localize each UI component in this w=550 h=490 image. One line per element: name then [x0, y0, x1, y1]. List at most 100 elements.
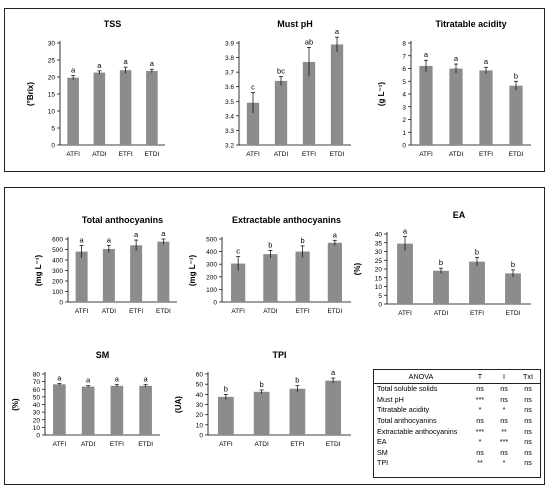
x-tick-label: ETDI: [156, 308, 171, 315]
y-tick-label: 30: [33, 410, 41, 417]
anova-row-label: TPI: [377, 458, 389, 468]
significance-letter: a: [80, 235, 85, 244]
bar: [130, 245, 143, 302]
significance-letter: c: [251, 83, 255, 92]
y-tick-label: 60: [196, 372, 204, 379]
significance-letter: a: [107, 235, 112, 244]
y-tick-label: 500: [52, 247, 63, 254]
bar: [302, 61, 316, 145]
bar: [119, 70, 132, 145]
anova-header-row: ANOVA T I TxI: [374, 370, 540, 384]
bar: [330, 44, 344, 146]
y-tick-label: 15: [375, 275, 383, 282]
chart-title: EA: [453, 210, 466, 220]
y-tick-label: 0: [199, 433, 203, 440]
significance-letter: a: [333, 230, 338, 239]
y-tick-label: 25: [375, 258, 383, 265]
y-tick-label: 0: [36, 433, 40, 440]
y-tick-label: 25: [48, 58, 56, 65]
bar: [433, 270, 449, 304]
chart-title: Total anthocyanins: [82, 215, 163, 225]
significance-letter: b: [511, 260, 515, 269]
table-row: EA * *** ns: [374, 437, 540, 448]
table-row: Must pH *** ns ns: [374, 395, 540, 406]
significance-letter: b: [514, 71, 518, 80]
y-tick-label: 6: [402, 66, 406, 73]
x-tick-label: ETFI: [296, 308, 310, 315]
x-tick-label: ATDI: [254, 441, 269, 448]
y-tick-label: 3.4: [225, 113, 234, 120]
significance-letter: a: [424, 50, 429, 59]
anova-row-label: Total soluble solids: [377, 384, 438, 394]
bar: [449, 68, 463, 145]
anova-cell-i: ns: [500, 416, 508, 426]
y-tick-label: 20: [196, 412, 204, 419]
anova-table: ANOVA T I TxI Total soluble solids ns ns ns…: [373, 369, 541, 478]
x-tick-label: ATDI: [102, 308, 117, 315]
significance-letter: a: [150, 59, 155, 68]
bar: [139, 385, 152, 435]
bar: [157, 241, 170, 302]
y-tick-label: 400: [52, 258, 63, 265]
x-tick-label: ETFI: [479, 151, 493, 158]
anova-cell-txi: ns: [524, 437, 532, 447]
bar: [246, 102, 260, 145]
x-tick-label: ETDI: [509, 151, 524, 158]
bar: [419, 65, 433, 145]
chart-title: Titratable acidity: [435, 19, 506, 29]
x-tick-label: ATDI: [274, 151, 289, 158]
x-tick-label: ETFI: [290, 441, 304, 448]
anova-row-label: EA: [377, 437, 387, 447]
bar: [263, 254, 278, 302]
x-tick-label: ATFI: [219, 441, 233, 448]
x-tick-label: ETDI: [144, 151, 159, 158]
x-tick-label: ATFI: [231, 308, 245, 315]
anova-cell-i: ***: [499, 437, 509, 447]
x-tick-label: ETFI: [119, 151, 133, 158]
y-tick-label: 200: [52, 279, 63, 286]
x-tick-label: ATFI: [53, 441, 67, 448]
significance-letter: a: [86, 376, 91, 385]
significance-letter: a: [331, 368, 336, 377]
significance-letter: a: [124, 57, 129, 66]
y-tick-label: 200: [206, 274, 217, 281]
anova-header-t: T: [468, 370, 492, 384]
significance-letter: a: [454, 54, 459, 63]
x-tick-label: ETFI: [129, 308, 143, 315]
y-axis-label: (mg L⁻¹): [188, 255, 197, 287]
anova-row-label: Extractable anthocyanins: [377, 426, 458, 436]
anova-cell-txi: ns: [524, 458, 532, 468]
table-row: Extractable anthocyanins *** ** ns: [374, 426, 540, 437]
significance-letter: b: [224, 384, 228, 393]
y-tick-label: 40: [196, 392, 204, 399]
significance-letter: b: [301, 236, 305, 245]
y-tick-label: 300: [52, 268, 63, 275]
x-tick-label: ATFI: [398, 310, 412, 317]
significance-letter: ab: [305, 37, 313, 46]
x-tick-label: ETDI: [138, 441, 153, 448]
anova-row-label: Must pH: [377, 394, 404, 404]
anova-cell-i: ns: [500, 447, 508, 457]
y-tick-label: 0: [402, 143, 406, 150]
significance-letter: c: [236, 247, 240, 256]
anova-cell-t: *: [478, 405, 482, 415]
y-tick-label: 100: [52, 289, 63, 296]
y-tick-label: 3.6: [225, 84, 234, 91]
significance-letter: bc: [277, 67, 285, 76]
bar: [253, 391, 270, 435]
x-tick-label: ATFI: [419, 151, 433, 158]
y-tick-label: 1: [402, 130, 406, 137]
y-tick-label: 3.2: [225, 143, 234, 150]
y-tick-label: 3.7: [225, 70, 234, 77]
x-tick-label: ATDI: [449, 151, 464, 158]
y-axis-label: (°Brix): [26, 82, 35, 106]
x-tick-label: ETDI: [326, 441, 341, 448]
x-tick-label: ATDI: [92, 151, 107, 158]
y-tick-label: 500: [206, 237, 217, 244]
x-tick-label: ATDI: [263, 308, 278, 315]
anova-cell-t: *: [478, 437, 482, 447]
y-tick-label: 5: [51, 126, 55, 133]
